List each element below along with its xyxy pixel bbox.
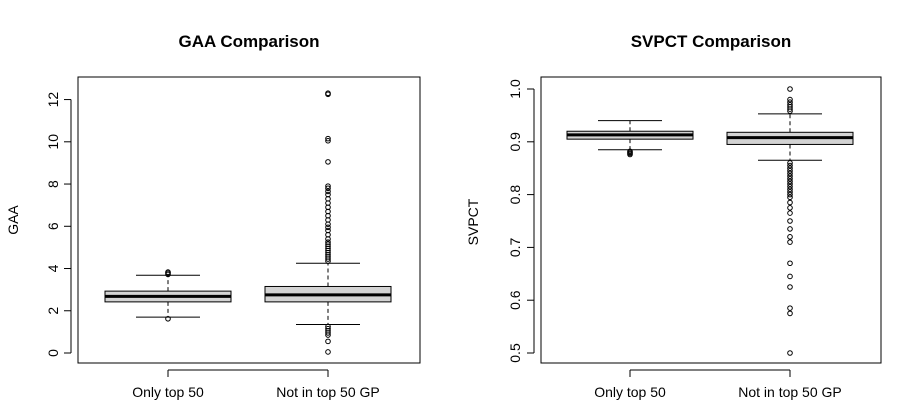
y-tick-label: 12 <box>45 92 61 108</box>
y-axis-label: GAA <box>5 205 21 235</box>
chart-title: SVPCT Comparison <box>631 32 792 51</box>
outlier-point <box>787 210 793 216</box>
chart-panel-1: GAA Comparison 0 2 4 6 8 10 12 GAA Only top 50 Not… <box>5 32 421 400</box>
outlier-point <box>787 165 793 171</box>
outlier-point <box>165 315 171 322</box>
outlier-point <box>787 218 793 224</box>
outlier-point <box>325 239 331 245</box>
y-tick-label: 0.8 <box>507 185 523 205</box>
boxplot-2 <box>264 90 392 355</box>
outlier-point <box>787 181 793 187</box>
outlier-point <box>787 350 793 356</box>
outlier-point <box>787 239 793 245</box>
outlier-point <box>787 173 793 179</box>
y-tick-label: 0.7 <box>507 237 523 257</box>
y-axis-label: SVPCT <box>465 198 481 245</box>
outlier-point <box>325 90 331 97</box>
outlier-point <box>787 191 793 198</box>
chart-title: GAA Comparison <box>178 32 319 51</box>
outlier-point <box>325 191 331 198</box>
outlier-point <box>787 160 793 166</box>
outlier-point <box>787 284 793 290</box>
outlier-point <box>325 159 331 165</box>
plot-frame <box>77 76 421 364</box>
y-tick-label: 0.5 <box>507 343 523 363</box>
outlier-point <box>165 269 171 275</box>
outlier-point <box>787 99 793 105</box>
outlier-point <box>325 137 331 144</box>
x-tick-label: Not in top 50 GP <box>276 384 380 400</box>
boxplot-1 <box>566 120 694 158</box>
outlier-point <box>787 189 793 195</box>
boxplot-1 <box>104 269 232 322</box>
y-tick-label: 1.0 <box>507 79 523 99</box>
outlier-point <box>627 148 633 155</box>
outlier-point <box>325 325 331 332</box>
outlier-point <box>325 188 331 195</box>
outlier-point <box>325 135 331 142</box>
outlier-point <box>787 170 793 177</box>
outlier-point <box>787 86 793 92</box>
outlier-point <box>787 194 793 201</box>
outlier-point <box>325 323 331 330</box>
outlier-point <box>787 199 793 206</box>
outlier-point <box>787 305 793 311</box>
y-tick-label: 0.9 <box>507 132 523 152</box>
y-tick-label: 0 <box>45 349 61 357</box>
outlier-point <box>787 183 793 190</box>
outlier-point <box>325 227 331 234</box>
outlier-point <box>787 273 793 280</box>
y-tick-label: 10 <box>45 134 61 150</box>
outlier-point <box>325 241 331 248</box>
outlier-point <box>325 183 331 189</box>
y-tick-label: 4 <box>45 264 61 272</box>
outlier-point <box>787 260 793 267</box>
y-tick-label: 0.6 <box>507 290 523 310</box>
x-tick-label: Only top 50 <box>132 384 204 400</box>
outlier-point <box>325 185 331 192</box>
outlier-point <box>787 226 793 232</box>
boxplot-2 <box>726 86 854 356</box>
y-tick-label: 2 <box>45 307 61 315</box>
outlier-point <box>787 234 793 240</box>
outlier-point <box>787 186 793 193</box>
outlier-point <box>787 102 793 108</box>
x-tick-label: Only top 50 <box>594 384 666 400</box>
outlier-point <box>787 178 793 185</box>
outlier-point <box>325 224 331 231</box>
chart-panel-2: SVPCT Comparison 0.5 0.6 0.7 0.8 0.9 1.0 SVPCT O… <box>465 32 882 400</box>
plot-frame <box>540 76 882 364</box>
outlier-point <box>787 175 793 182</box>
outlier-point <box>787 96 793 103</box>
outlier-point <box>325 338 331 345</box>
outlier-point <box>787 310 793 317</box>
y-tick-label: 8 <box>45 180 61 188</box>
x-tick-label: Not in top 50 GP <box>738 384 842 400</box>
outlier-point <box>787 162 793 169</box>
y-tick-label: 6 <box>45 222 61 230</box>
outlier-point <box>787 168 793 174</box>
outlier-point <box>325 349 331 355</box>
outlier-point <box>787 205 793 211</box>
